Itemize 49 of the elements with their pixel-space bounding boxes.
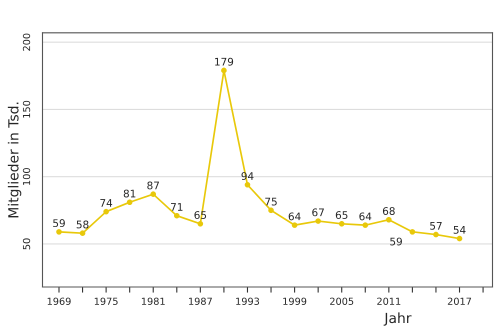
data-label: 59 bbox=[390, 238, 402, 246]
x-tick-label: 1981 bbox=[142, 298, 165, 305]
y-axis-title: Mitglieder in Tsd. bbox=[8, 102, 22, 218]
point bbox=[338, 221, 344, 227]
x-tick-label: 2017 bbox=[448, 298, 472, 305]
point bbox=[174, 212, 180, 218]
point bbox=[410, 229, 416, 235]
data-label: 68 bbox=[382, 207, 395, 215]
x-tick-label: 2011 bbox=[377, 298, 400, 305]
data-label: 74 bbox=[100, 199, 112, 207]
x-tick-label: 1969 bbox=[48, 298, 71, 305]
point bbox=[362, 222, 368, 228]
point bbox=[433, 232, 439, 238]
x-tick-label: 2005 bbox=[330, 298, 354, 305]
data-label: 58 bbox=[76, 220, 88, 228]
point bbox=[292, 222, 298, 228]
y-tick-label: 50 bbox=[22, 238, 30, 250]
point bbox=[198, 221, 204, 227]
point bbox=[456, 236, 462, 242]
data-label: 64 bbox=[359, 212, 372, 220]
x-tick-label: 1999 bbox=[283, 298, 306, 305]
point bbox=[80, 230, 86, 236]
y-tick-label: 200 bbox=[22, 34, 30, 51]
data-label: 179 bbox=[215, 58, 234, 66]
point bbox=[221, 68, 227, 74]
point bbox=[103, 208, 109, 214]
point bbox=[126, 199, 132, 206]
x-tick-label: 1987 bbox=[189, 298, 212, 305]
data-label: 87 bbox=[147, 182, 159, 190]
data-label: 81 bbox=[124, 190, 136, 198]
point bbox=[56, 229, 62, 235]
point bbox=[150, 191, 156, 197]
point bbox=[386, 216, 392, 223]
data-label: 75 bbox=[265, 198, 277, 206]
point bbox=[268, 208, 274, 214]
point bbox=[315, 218, 321, 224]
data-label: 59 bbox=[53, 219, 65, 228]
data-label: 54 bbox=[454, 226, 466, 234]
y-tick-label: 150 bbox=[22, 100, 30, 118]
x-axis-title: Jahr bbox=[384, 312, 412, 326]
x-tick-label: 1975 bbox=[94, 298, 118, 305]
y-tick-label: 100 bbox=[22, 168, 30, 185]
x-tick-label: 1993 bbox=[236, 298, 260, 305]
data-label: 71 bbox=[171, 203, 182, 211]
data-label: 64 bbox=[288, 212, 301, 220]
data-label: 57 bbox=[430, 222, 442, 230]
data-label: 65 bbox=[336, 211, 348, 219]
data-label: 67 bbox=[312, 208, 324, 216]
point bbox=[244, 182, 250, 188]
